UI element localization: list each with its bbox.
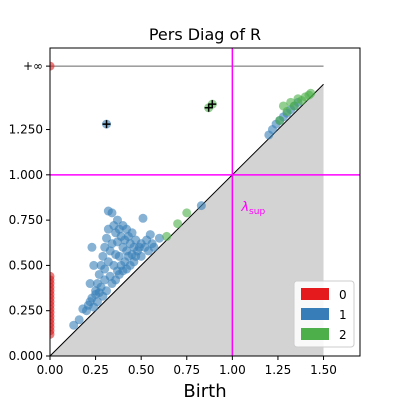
data-point-dim1 (69, 320, 79, 330)
data-point-dim1 (138, 213, 148, 223)
x-tick-label: 1.00 (219, 363, 246, 377)
y-tick-label: +∞ (23, 59, 43, 73)
plot-area: λsup 0.00 0.25 0.50 0.75 1.00 1.25 1.50 0.000 0.2… (9, 47, 361, 377)
data-point-dim1 (136, 251, 146, 261)
legend-swatch-dim0 (301, 288, 329, 300)
data-point-dim1 (74, 315, 84, 325)
data-point-dim1 (149, 242, 159, 252)
lambda-sup-label: λsup (240, 200, 265, 217)
legend-swatch-dim1 (301, 308, 329, 320)
x-tick-label: 0.25 (82, 363, 109, 377)
data-point-dim1 (154, 233, 164, 243)
data-point-dim1 (100, 264, 110, 274)
legend-label-dim0: 0 (339, 288, 347, 302)
data-point-dim1 (98, 251, 108, 261)
y-tick-label: 0.500 (9, 258, 43, 272)
data-point-dim1 (94, 269, 104, 279)
data-point-dim2 (182, 208, 192, 218)
y-tick-label: 0.000 (9, 349, 43, 363)
data-point-dim1 (87, 242, 97, 252)
data-point-dim1 (102, 286, 112, 296)
x-axis-label: Birth (183, 381, 226, 400)
data-point-dim1 (89, 260, 99, 270)
data-point-dim0 (50, 61, 55, 71)
legend-swatch-dim2 (301, 328, 329, 340)
x-tick-label: 0.00 (37, 363, 64, 377)
highlight-marker (102, 120, 111, 129)
data-point-dim2 (282, 106, 292, 116)
data-point-dim2 (289, 101, 299, 111)
data-point-dim2 (306, 88, 316, 98)
x-tick-label: 0.75 (173, 363, 200, 377)
y-tick-label: 0.250 (9, 304, 43, 318)
legend-label-dim2: 2 (339, 328, 347, 342)
data-point-dim2 (275, 115, 285, 125)
chart-title: Pers Diag of R (149, 25, 261, 44)
data-point-dim1 (112, 215, 122, 225)
data-point-dim1 (196, 201, 206, 211)
data-point-dim2 (173, 219, 183, 229)
y-tick-label: 0.750 (9, 213, 43, 227)
y-tick-label: 1.000 (9, 168, 43, 182)
highlight-marker (208, 100, 217, 109)
data-point-dim1 (127, 228, 137, 238)
x-tick-label: 0.50 (128, 363, 155, 377)
data-point-dim0 (50, 271, 55, 281)
data-point-dim1 (85, 279, 95, 289)
legend-label-dim1: 1 (339, 308, 347, 322)
data-point-dim1 (102, 233, 112, 243)
data-point-dim2 (162, 231, 172, 241)
data-point-dim1 (92, 297, 102, 307)
highlight-marker (204, 103, 213, 112)
x-tick-label: 1.50 (310, 363, 337, 377)
data-point-dim1 (114, 251, 124, 261)
data-point-dim1 (107, 208, 117, 218)
data-point-dim1 (145, 230, 155, 240)
axes-frame (49, 47, 361, 357)
y-tick-label: 1.250 (9, 123, 43, 137)
x-tick-label: 1.25 (265, 363, 292, 377)
